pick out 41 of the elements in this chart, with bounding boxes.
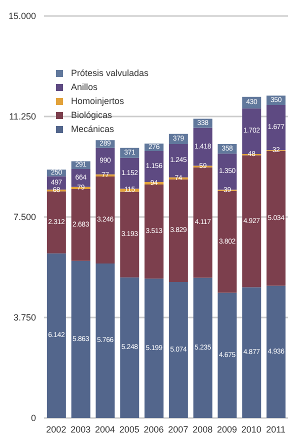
legend-label: Homoinjertos [71,96,124,106]
legend-label: Anillos [71,82,98,92]
y-tick-label: 3.750 [13,312,36,323]
bar [168,282,188,418]
bar [266,286,286,418]
bar [193,278,212,418]
bar [96,176,115,264]
x-tick-label: 2010 [241,424,262,434]
x-tick-label: 2005 [119,424,140,434]
bar [168,179,188,282]
x-tick-label: 2006 [144,424,164,434]
bar [120,192,140,278]
bar [193,167,212,278]
bar [71,188,90,261]
bar [144,278,164,418]
y-tick-label: 0 [30,413,36,424]
bar [218,292,237,418]
bar [242,155,262,288]
bar [96,263,115,418]
y-tick-label: 15.000 [8,11,36,22]
x-tick-label: 2002 [46,424,66,434]
bar [46,253,66,418]
bar [266,150,286,286]
bar [242,287,262,418]
bar [144,184,164,279]
y-tick-label: 11.250 [9,112,36,122]
x-tick-label: 2007 [168,424,188,434]
bar [218,190,237,293]
x-tick-label: 2004 [94,424,116,434]
x-tick-label: 2011 [266,424,286,434]
bar [144,151,164,182]
bar [120,277,140,418]
y-tick-label: 7.500 [13,212,36,222]
x-tick-label: 2008 [192,424,213,434]
legend-label: Mecánicas [71,124,114,134]
x-tick-label: 2003 [70,424,91,434]
legend-label: Prótesis valvuladas [71,68,149,78]
legend-label: Biológicas [71,110,112,120]
bar [71,260,90,418]
bar [46,191,66,254]
x-tick-label: 2009 [216,424,238,434]
